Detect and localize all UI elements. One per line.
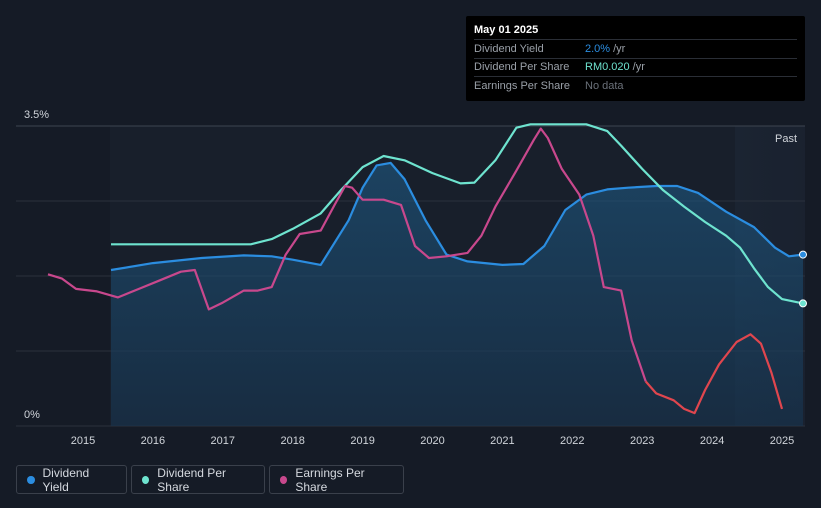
- tooltip-date: May 01 2025: [474, 24, 539, 36]
- tooltip-value: 2.0%: [585, 42, 611, 55]
- x-tick-label: 2020: [420, 435, 444, 447]
- legend-label: Dividend Yield: [42, 465, 90, 494]
- tooltip-label: Dividend Per Share: [474, 61, 570, 74]
- x-tick-label: 2025: [770, 435, 794, 447]
- tooltip-unit: /yr: [632, 61, 645, 74]
- past-label: Past: [775, 133, 797, 145]
- x-tick-label: 2019: [350, 435, 374, 447]
- legend-item-earnings-per-share[interactable]: Earnings Per Share: [269, 465, 404, 494]
- legend-label: Dividend Per Share: [157, 465, 226, 494]
- x-tick-label: 2015: [71, 435, 95, 447]
- x-tick-label: 2021: [490, 435, 514, 447]
- tooltip-row-dividend-per-share: Dividend Per Share RM0.020 /yr: [474, 57, 797, 77]
- dividend-per-share-line: [111, 123, 804, 305]
- y-tick-bottom: 0%: [24, 409, 40, 421]
- dividend-per-share-endpoint: [799, 299, 807, 308]
- x-tick-label: 2023: [630, 435, 654, 447]
- legend-item-dividend-yield[interactable]: Dividend Yield: [16, 465, 127, 494]
- series-areas: [111, 162, 803, 426]
- x-tick-label: 2022: [560, 435, 584, 447]
- x-tick-label: 2024: [700, 435, 724, 447]
- dividend-yield-area: [111, 162, 803, 426]
- tooltip-unit: /yr: [613, 42, 626, 55]
- dividend-yield-endpoint: [799, 250, 807, 259]
- legend-dot-icon: [280, 475, 288, 484]
- tooltip-value: No data: [585, 79, 624, 92]
- earnings-per-share-line: [47, 127, 647, 382]
- legend-item-dividend-per-share[interactable]: Dividend Per Share: [131, 465, 265, 494]
- legend-dot-icon: [142, 475, 150, 484]
- earnings-per-share-recent-line: [644, 333, 784, 415]
- tooltip-label: Dividend Yield: [474, 42, 544, 55]
- legend-dot-icon: [27, 475, 35, 484]
- x-tick-label: 2017: [211, 435, 235, 447]
- tooltip-value: RM0.020: [585, 61, 630, 74]
- y-tick-top: 3.5%: [24, 109, 49, 121]
- hover-tooltip: May 01 2025 Dividend Yield 2.0% /yr Divi…: [466, 16, 805, 101]
- tooltip-row-dividend-yield: Dividend Yield 2.0% /yr: [474, 39, 797, 58]
- series-endpoints: [799, 250, 807, 308]
- series-lines: [47, 123, 804, 415]
- y-tick-labels: 3.5% 0%: [24, 109, 49, 421]
- tooltip-row-earnings-per-share: Earnings Per Share No data: [474, 76, 797, 95]
- x-tick-label: 2016: [141, 435, 165, 447]
- dividend-yield-line: [110, 161, 804, 272]
- tooltip-label: Earnings Per Share: [474, 79, 570, 92]
- x-tick-labels: 2015 2016 2017 2018 2019 2020 2021 2022 2023 2024…: [71, 435, 794, 447]
- legend-label: Earnings Per Share: [295, 465, 365, 494]
- x-tick-label: 2018: [280, 435, 304, 447]
